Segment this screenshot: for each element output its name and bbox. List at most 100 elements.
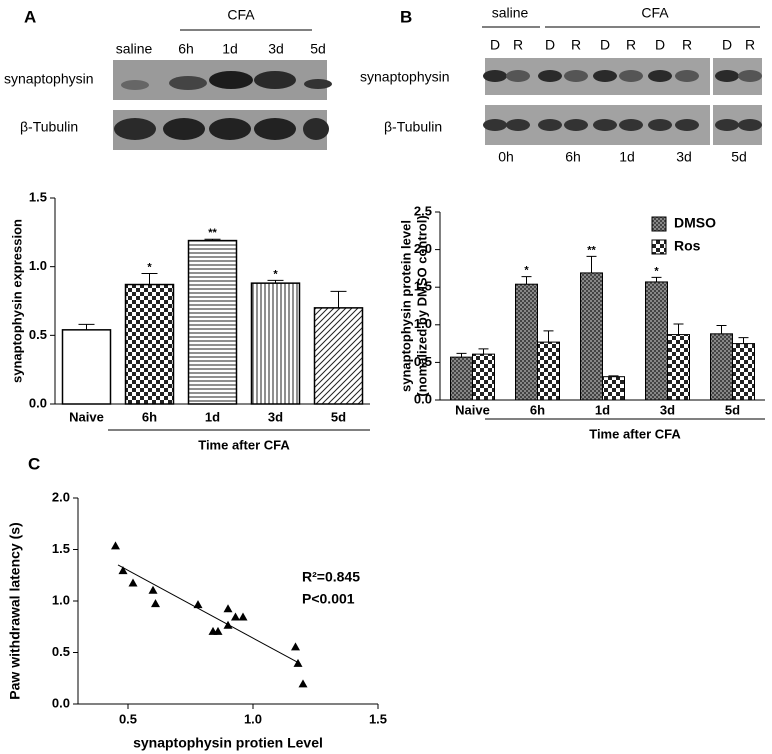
x-axis-label: Time after CFA <box>589 426 681 441</box>
y-tick-label: 0.5 <box>414 354 432 369</box>
point <box>213 626 223 635</box>
y-tick-label: 1.5 <box>52 541 70 556</box>
row-label: β-Tubulin <box>384 119 442 135</box>
y-axis-label: synaptophysin expression <box>9 219 24 383</box>
lane-label: 5d <box>310 41 326 57</box>
group-label: CFA <box>227 7 255 23</box>
y-tick-label: 1.5 <box>29 189 47 204</box>
band <box>593 119 617 131</box>
blot-gap <box>710 58 713 145</box>
lane-label: saline <box>116 41 153 57</box>
y-tick-label: 2.5 <box>414 203 432 218</box>
point <box>291 642 300 651</box>
fit-line <box>117 564 301 665</box>
band <box>483 119 507 131</box>
legend-swatch <box>651 239 667 255</box>
point <box>223 604 233 613</box>
band <box>619 70 643 82</box>
lane-label: 1d <box>619 149 635 165</box>
error-bar <box>738 337 749 344</box>
significance: * <box>654 265 659 277</box>
point <box>151 599 160 608</box>
bar <box>580 272 603 401</box>
x-tick-label: 3d <box>268 409 283 424</box>
band <box>738 70 762 82</box>
error-bar <box>141 273 158 285</box>
bands <box>483 70 762 131</box>
y-tick-label: 0.5 <box>52 644 70 659</box>
x-tick-label: Naive <box>69 409 104 424</box>
band <box>564 70 588 82</box>
bar <box>732 343 755 401</box>
band <box>738 119 762 131</box>
lane-label: D <box>655 37 665 53</box>
point <box>231 612 240 621</box>
y-tick-label: 2.0 <box>414 241 432 256</box>
error-bar <box>78 323 95 330</box>
y-tick-label: 1.0 <box>414 316 432 331</box>
band <box>715 119 739 131</box>
error-bar <box>586 255 597 273</box>
x-tick-label: 5d <box>331 409 346 424</box>
lane-label: R <box>513 37 523 53</box>
error-bar <box>543 330 554 343</box>
lane-label: D <box>600 37 610 53</box>
band <box>619 119 643 131</box>
point <box>193 600 203 609</box>
x-tick-label: 1.5 <box>369 711 387 726</box>
x-tick-label: 5d <box>725 402 740 417</box>
error-bar <box>673 323 684 335</box>
error-bar <box>456 352 467 358</box>
significance: ** <box>587 244 596 256</box>
legend-label: DMSO <box>674 215 716 231</box>
bar <box>313 307 364 405</box>
lane-label: R <box>571 37 581 53</box>
error-bar <box>651 276 662 282</box>
point <box>128 578 138 587</box>
band <box>648 70 672 82</box>
group-label: CFA <box>641 5 669 21</box>
y-tick-label: 0.5 <box>29 327 47 342</box>
x-tick-label: 1d <box>205 409 220 424</box>
x-axis-label: Time after CFA <box>198 437 290 452</box>
annotation: R²=0.845 <box>302 569 360 585</box>
bar <box>187 239 238 405</box>
lane-label: D <box>722 37 732 53</box>
x-tick-label: 3d <box>660 402 675 417</box>
significance: * <box>273 268 278 280</box>
error-bar <box>521 276 532 285</box>
legend-label: Ros <box>674 238 701 254</box>
lane-label: D <box>490 37 500 53</box>
group-label: saline <box>492 5 529 21</box>
lane-label: 1d <box>222 41 238 57</box>
point <box>298 679 308 688</box>
bar <box>602 376 625 401</box>
band <box>506 70 530 82</box>
band <box>538 70 562 82</box>
significance: ** <box>208 227 217 239</box>
bar <box>667 334 690 401</box>
band <box>483 70 507 82</box>
x-tick-label: 6h <box>530 402 545 417</box>
y-tick-label: 1.5 <box>414 279 432 294</box>
point <box>118 566 128 575</box>
lane-label: 0h <box>498 149 514 165</box>
lane-label: R <box>682 37 692 53</box>
x-tick-label: 1d <box>595 402 610 417</box>
y-tick-label: 1.0 <box>52 592 70 607</box>
x-tick-label: 0.5 <box>119 711 137 726</box>
y-tick-label: 2.0 <box>52 489 70 504</box>
band <box>506 119 530 131</box>
bar <box>710 333 733 401</box>
legend-swatch <box>651 216 667 232</box>
x-tick-label: 6h <box>142 409 157 424</box>
bar <box>472 353 495 401</box>
y-tick-label: 0.0 <box>414 391 432 406</box>
lane-label: R <box>626 37 636 53</box>
lane-label: 6h <box>178 41 194 57</box>
bar <box>537 341 560 401</box>
band <box>675 70 699 82</box>
bar <box>250 282 301 405</box>
bar <box>61 329 112 405</box>
y-tick-label: 0.0 <box>29 395 47 410</box>
